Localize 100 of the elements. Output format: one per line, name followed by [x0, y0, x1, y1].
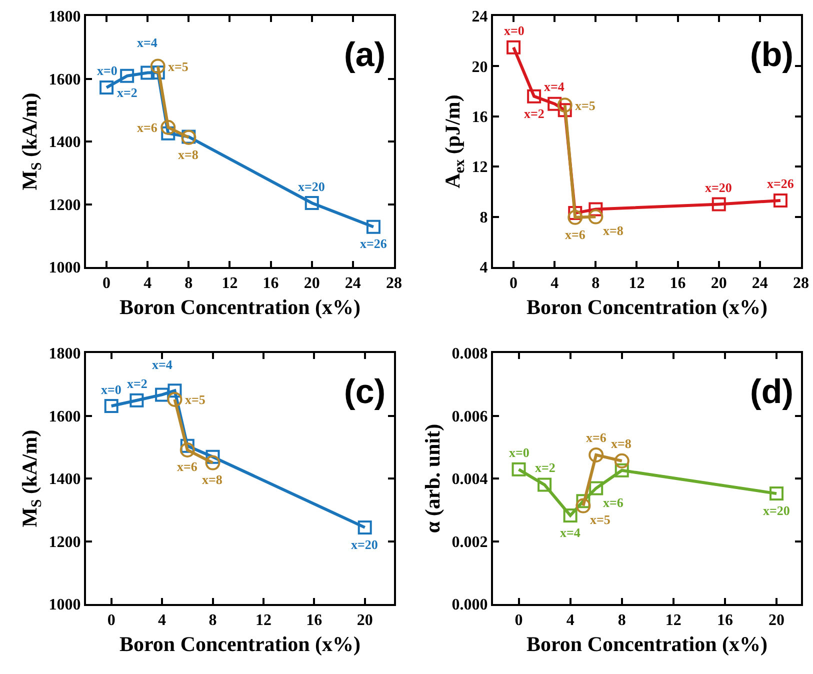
- annotation: (b): [750, 36, 794, 74]
- annotation: x=5: [168, 59, 189, 74]
- annotation: x=6: [177, 459, 198, 474]
- annotation: x=4: [152, 357, 173, 372]
- x-tick-label: 8: [618, 612, 626, 630]
- x-axis-title: Boron Concentration (x%): [119, 632, 361, 656]
- x-tick-label: 4: [566, 612, 574, 630]
- point: [614, 453, 630, 468]
- point: [712, 197, 726, 212]
- annotation: x=2: [535, 460, 556, 475]
- annotation: x=0: [504, 23, 524, 38]
- annotation: x=6: [137, 120, 158, 135]
- x-tick-label: 4: [550, 275, 559, 292]
- point: [589, 481, 604, 496]
- y-tick-label: 1600: [48, 71, 81, 88]
- y-tick-label: 0.002: [452, 534, 488, 551]
- point: [576, 494, 590, 508]
- x-tick-label: 20: [768, 612, 785, 630]
- x-tick-label: 8: [592, 275, 600, 292]
- point: [614, 463, 629, 478]
- y-tick-label: 1800: [48, 8, 81, 26]
- point: [568, 210, 583, 225]
- annotation: x=0: [509, 445, 530, 460]
- x-tick-label: 8: [208, 612, 217, 630]
- x-axis-title: Boron Concentration (x%): [526, 294, 768, 319]
- annotation: x=5: [575, 98, 596, 113]
- point: [563, 508, 578, 523]
- x-tick-label: 28: [386, 275, 402, 292]
- annotation: x=4: [137, 35, 158, 50]
- point: [770, 486, 784, 501]
- x-tick-label: 28: [793, 275, 809, 292]
- point: [104, 399, 118, 414]
- y-tick-label: 1200: [48, 196, 81, 214]
- annotation: x=6: [565, 227, 586, 242]
- annotation: x=8: [611, 436, 632, 451]
- point: [304, 196, 319, 210]
- x-tick-label: 0: [510, 275, 518, 292]
- y-tick-label: 24: [472, 8, 488, 26]
- annotation: (d): [750, 373, 794, 411]
- x-tick-label: 12: [665, 612, 682, 630]
- annotation: x=2: [117, 85, 138, 100]
- point: [512, 462, 526, 476]
- annotation: x=5: [590, 512, 611, 527]
- point: [538, 478, 552, 492]
- x-tick-label: 0: [514, 612, 523, 630]
- y-tick-label: 4: [480, 260, 488, 277]
- annotation: x=20: [705, 180, 732, 195]
- point: [588, 202, 603, 216]
- point: [527, 89, 542, 104]
- y-tick-label: 1400: [48, 134, 81, 152]
- point: [588, 209, 604, 224]
- point: [558, 103, 572, 118]
- annotation: x=20: [351, 537, 378, 552]
- point: [120, 68, 134, 83]
- y-tick-label: 1000: [48, 260, 81, 277]
- x-tick-label: 24: [344, 275, 361, 292]
- point: [130, 393, 144, 408]
- y-tick-label: 20: [472, 58, 488, 76]
- annotation: x=20: [763, 503, 790, 518]
- annotation: x=4: [560, 525, 581, 540]
- x-tick-label: 16: [262, 275, 279, 292]
- annotation: x=6: [586, 430, 607, 445]
- point: [168, 384, 182, 398]
- annotation: x=2: [524, 106, 544, 121]
- x-tick-label: 20: [304, 275, 320, 292]
- y-axis-title: α (arb. unit): [420, 424, 444, 534]
- point: [568, 206, 582, 220]
- y-tick-label: 16: [472, 109, 488, 126]
- point: [358, 520, 372, 534]
- annotation: x=26: [767, 176, 794, 191]
- point: [160, 120, 176, 135]
- x-tick-label: 12: [222, 275, 238, 292]
- point: [506, 40, 521, 54]
- x-tick-label: 16: [306, 612, 322, 630]
- point: [150, 65, 165, 80]
- y-tick-label: 1000: [48, 596, 81, 614]
- x-tick-label: 12: [628, 275, 645, 292]
- point: [155, 388, 170, 402]
- annotation: x=5: [185, 392, 206, 407]
- x-tick-label: 8: [184, 275, 193, 292]
- x-tick-label: 16: [716, 612, 733, 630]
- x-tick-label: 0: [107, 612, 116, 630]
- point: [576, 498, 591, 514]
- point: [548, 96, 562, 111]
- point: [180, 442, 195, 458]
- y-tick-label: 0.000: [452, 596, 488, 614]
- annotation: (a): [344, 36, 386, 74]
- point: [588, 447, 604, 462]
- annotation: x=0: [101, 382, 122, 397]
- annotation: x=2: [127, 376, 148, 391]
- x-axis-title: Boron Concentration (x%): [119, 294, 361, 319]
- annotation: x=0: [97, 63, 118, 78]
- y-tick-label: 8: [480, 209, 488, 226]
- y-tick-label: 1400: [48, 471, 81, 488]
- point: [366, 220, 380, 234]
- point: [557, 98, 572, 113]
- annotation: x=26: [360, 236, 388, 251]
- x-tick-label: 16: [670, 275, 686, 292]
- annotation: x=4: [544, 79, 565, 94]
- y-tick-label: 12: [472, 159, 488, 176]
